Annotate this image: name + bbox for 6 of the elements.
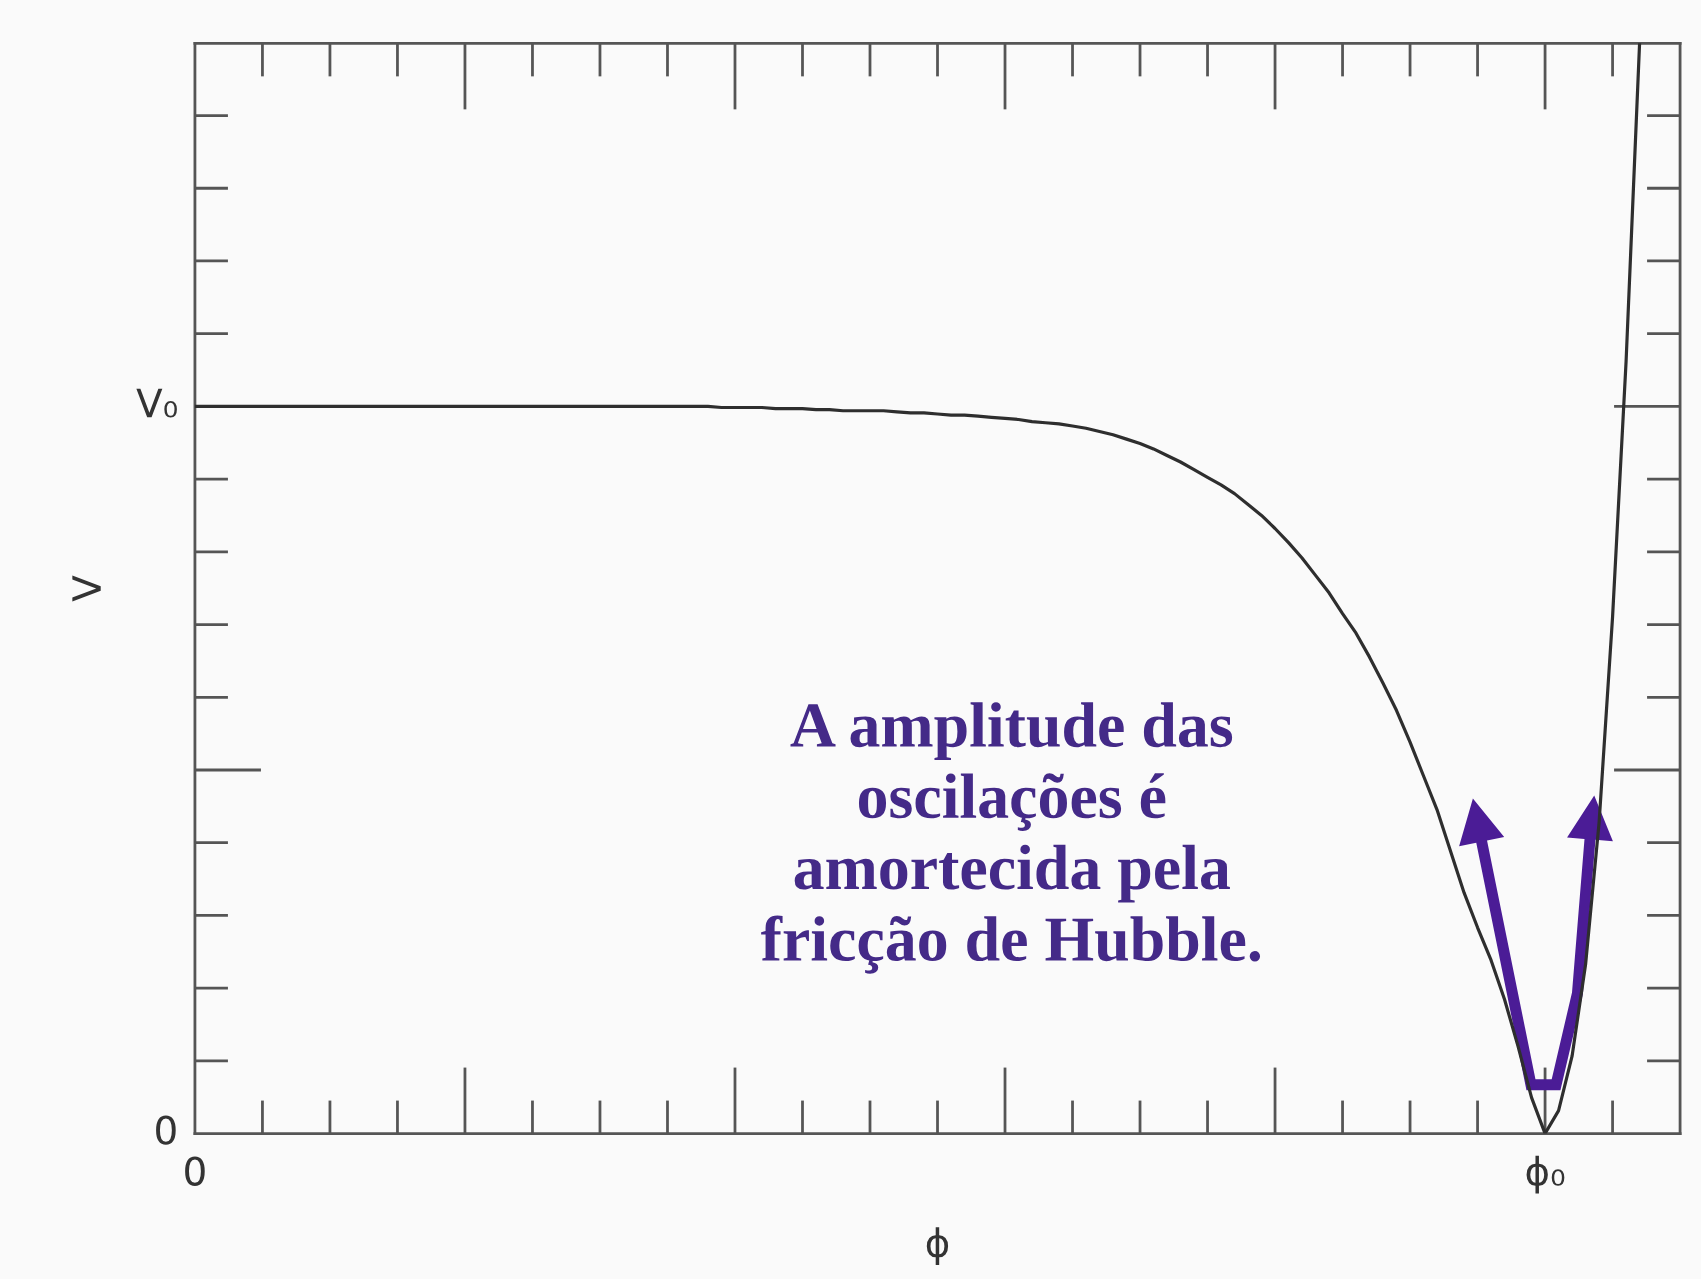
text: 0 [156, 1115, 176, 1145]
y-axis-title: V [72, 575, 101, 602]
x-axis-title: ϕ [926, 1227, 949, 1265]
annotation: V₀ [136, 388, 177, 418]
annotation: A amplitude das oscilações é amortecida pela fricção de Hubble. [761, 702, 1261, 974]
x-tick-label: ϕ₀ [1526, 1155, 1565, 1194]
